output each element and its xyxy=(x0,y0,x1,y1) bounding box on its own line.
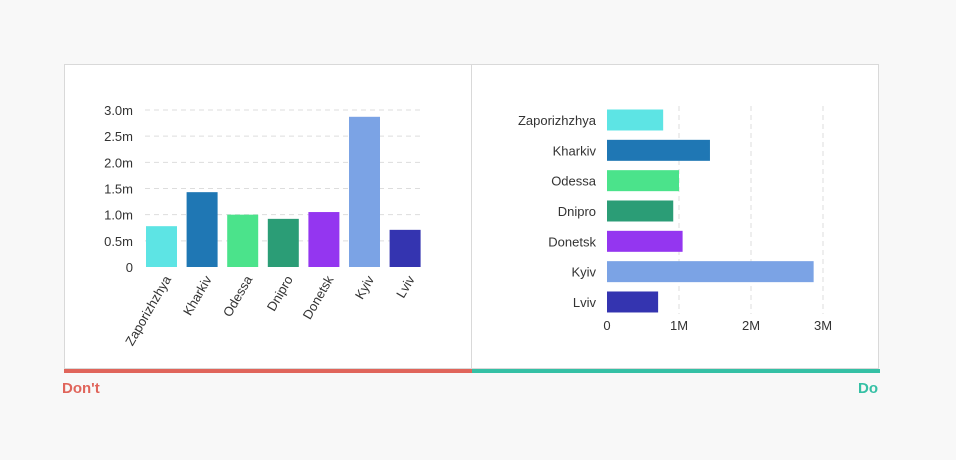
x-tick-label: 1M xyxy=(670,318,688,333)
y-category-label: Kharkiv xyxy=(553,143,597,158)
do-label: Do xyxy=(858,380,878,397)
bar-dnipro xyxy=(267,218,299,267)
bar-donetsk xyxy=(308,212,340,267)
bar-dnipro xyxy=(607,200,674,222)
x-tick-label: 2M xyxy=(742,318,760,333)
y-category-label: Lviv xyxy=(573,295,597,310)
x-category-label: Dnipro xyxy=(264,273,296,314)
x-tick-label: 0 xyxy=(603,318,610,333)
x-category-label: Lviv xyxy=(393,273,418,301)
x-category-label: Odessa xyxy=(220,272,256,319)
do-underline xyxy=(472,369,880,373)
bar-odessa xyxy=(607,170,679,192)
x-category-label: Kyiv xyxy=(352,273,378,302)
y-category-label: Zaporizhzhya xyxy=(518,113,597,128)
x-category-label: Donetsk xyxy=(300,273,337,322)
y-tick-label: 1.5m xyxy=(104,182,133,197)
x-tick-label: 3M xyxy=(814,318,832,333)
card-divider xyxy=(471,64,472,369)
y-tick-label: 0 xyxy=(126,260,133,275)
bar-zaporizhzhya xyxy=(146,226,177,267)
y-tick-label: 3.0m xyxy=(104,103,133,118)
y-tick-label: 2.0m xyxy=(104,155,133,170)
bar-donetsk xyxy=(607,230,683,252)
y-category-label: Donetsk xyxy=(548,234,596,249)
x-category-label: Zaporizhzhya xyxy=(122,272,174,348)
y-tick-label: 0.5m xyxy=(104,234,133,249)
y-tick-label: 1.0m xyxy=(104,208,133,223)
dont-underline xyxy=(64,369,472,373)
bar-kyiv xyxy=(607,261,814,283)
bar-zaporizhzhya xyxy=(607,109,664,131)
bar-kharkiv xyxy=(186,192,218,267)
x-category-label: Kharkiv xyxy=(180,273,215,318)
bar-lviv xyxy=(389,229,421,267)
y-category-label: Odessa xyxy=(551,174,597,189)
bar-kyiv xyxy=(349,116,380,267)
bar-lviv xyxy=(607,291,659,313)
y-category-label: Dnipro xyxy=(558,204,596,219)
bar-odessa xyxy=(227,214,259,267)
dont-label: Don't xyxy=(62,380,100,397)
bar-kharkiv xyxy=(607,139,710,161)
y-category-label: Kyiv xyxy=(571,265,596,280)
y-tick-label: 2.5m xyxy=(104,129,133,144)
horizontal-bar-chart: 0 1M 2M 3M Zaporizhzhya Kharkiv Odessa Dnipro Do… xyxy=(518,106,832,333)
vertical-bar-chart: 0 0.5m 1.0m 1.5m 2.0m 2.5m 3.0m Zaporizhzhya Kha… xyxy=(104,103,423,348)
